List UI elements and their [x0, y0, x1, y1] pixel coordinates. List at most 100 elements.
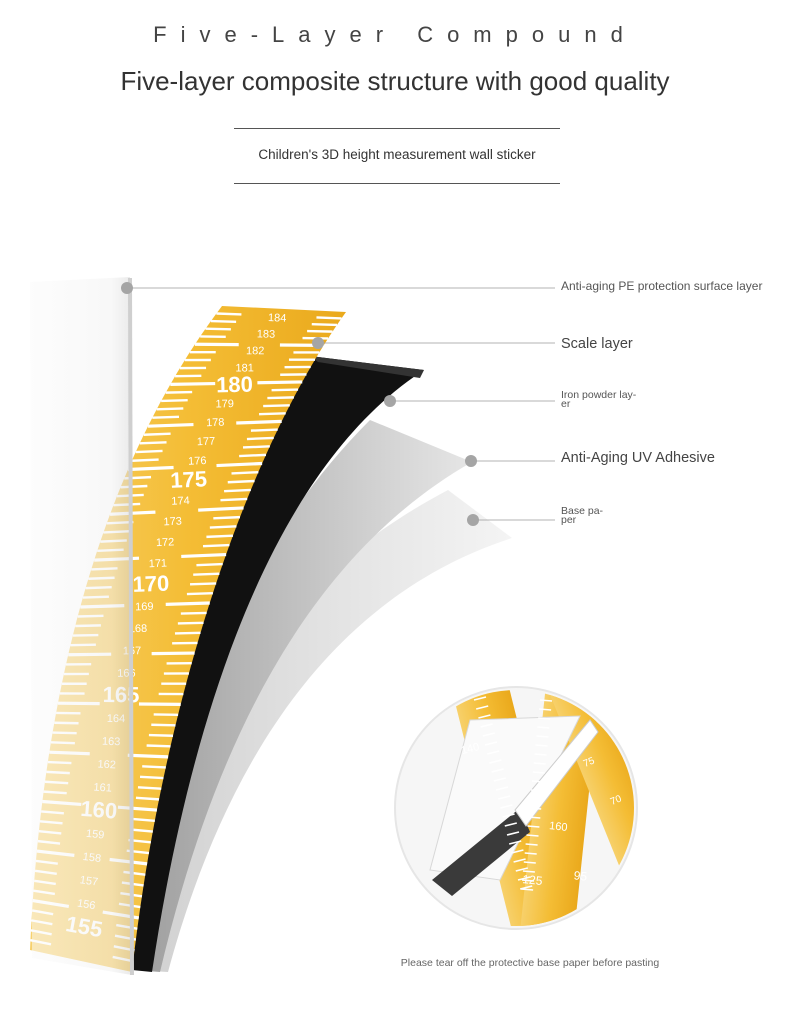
scale-tick	[152, 415, 180, 419]
spaced-title: Five-Layer Compound	[153, 22, 637, 47]
ruler-minor-number: 174	[171, 495, 190, 508]
label-iron-powder-line2: er	[561, 398, 571, 410]
scale-tick	[210, 319, 237, 324]
layer-marker-dot	[465, 455, 477, 467]
scale-tick	[143, 432, 171, 436]
scale-tick	[206, 534, 233, 539]
scale-tick	[151, 723, 176, 727]
scale-tick	[127, 465, 174, 472]
ruler-major-number: 170	[132, 571, 170, 597]
scale-tick	[213, 515, 241, 520]
scale-tick	[196, 562, 223, 567]
scale-tick	[174, 631, 201, 635]
layer-marker-dot	[312, 337, 324, 349]
scale-tick	[146, 744, 171, 748]
ruler-minor-number: 173	[163, 515, 182, 528]
label-base-paper: Base pa- per	[561, 505, 604, 526]
scale-tick	[198, 506, 244, 512]
main-heading: Five-layer composite structure with good…	[120, 66, 670, 96]
scale-tick	[161, 399, 188, 403]
scale-tick	[267, 396, 294, 400]
detail-number: 160	[549, 820, 569, 834]
scale-tick	[271, 388, 299, 392]
scale-tick	[227, 479, 255, 484]
scale-tick	[242, 445, 270, 449]
scale-tick	[177, 621, 204, 625]
ruler-minor-number: 177	[197, 436, 216, 449]
label-scale-layer: Scale layer	[561, 336, 633, 352]
detail-number: 125	[522, 872, 544, 888]
label-base-paper-line2: per	[561, 514, 577, 526]
ruler-minor-number: 178	[206, 417, 225, 430]
scale-tick	[311, 322, 338, 327]
layer-marker-dot	[121, 282, 133, 294]
scale-tick	[147, 422, 194, 428]
ruler-minor-number: 176	[188, 455, 207, 468]
scale-tick	[231, 471, 259, 475]
scale-tick	[316, 316, 342, 320]
label-iron-powder-line1: Iron powder lay-	[561, 389, 637, 401]
scale-tick	[137, 786, 162, 790]
scale-tick	[170, 381, 216, 386]
scale-tick	[189, 582, 217, 586]
detail-numbers: 140 160 125 95 75 70	[460, 741, 624, 888]
top-rule	[234, 128, 560, 129]
label-uv-adhesive: Anti-Aging UV Adhesive	[561, 450, 715, 466]
scale-tick	[259, 412, 286, 416]
scale-tick	[209, 525, 237, 529]
detail-number: 75	[582, 755, 597, 770]
label-base-paper-line1: Base pa-	[561, 505, 604, 517]
label-iron-powder: Iron powder lay- er	[561, 389, 637, 410]
detail-number: 140	[460, 741, 481, 757]
ruler-minor-number: 171	[148, 558, 167, 571]
pe-protection-layer	[30, 277, 132, 975]
scale-tick	[239, 453, 267, 458]
scale-tick	[142, 765, 166, 769]
ruler-major-number: 175	[170, 466, 208, 493]
scale-tick	[216, 312, 242, 316]
scale-tick	[131, 458, 159, 462]
ruler-minor-number: 184	[268, 312, 287, 325]
scale-tick	[139, 441, 167, 445]
scale-tick	[148, 733, 174, 737]
scale-tick	[131, 817, 155, 822]
ruler-minor-number: 183	[257, 328, 276, 340]
scale-tick	[236, 419, 282, 425]
scale-tick	[130, 828, 153, 833]
scale-tick	[180, 611, 207, 615]
scale-tick	[139, 775, 164, 780]
scale-tick	[151, 651, 195, 656]
ruler-minor-number: 168	[129, 623, 148, 635]
ruler-minor-number: 169	[135, 601, 154, 614]
scale-tick	[202, 543, 230, 548]
detail-number: 95	[573, 868, 588, 883]
scale-tick	[216, 461, 263, 468]
scale-tick	[165, 601, 210, 606]
label-pe-protection: Anti-aging PE protection surface layer	[561, 279, 763, 293]
scale-tick	[205, 327, 231, 331]
scale-tick	[193, 572, 220, 576]
scale-tick	[224, 488, 251, 493]
scale-tick	[186, 591, 213, 596]
scale-tick	[156, 407, 184, 411]
layer-marker-dot	[384, 395, 396, 407]
scale-tick	[127, 753, 169, 759]
scale-tick	[246, 436, 274, 441]
tear-off-caption: Please tear off the protective base pape…	[400, 957, 660, 969]
scale-tick	[250, 428, 278, 432]
scale-tick	[135, 449, 163, 454]
scale-tick	[307, 329, 333, 333]
subtitle: Children's 3D height measurement wall st…	[258, 147, 536, 162]
ruler-major-number: 180	[216, 372, 253, 398]
scale-tick	[165, 390, 193, 394]
bottom-rule	[234, 183, 560, 184]
ruler-minor-number: 182	[246, 345, 264, 357]
detail-number: 70	[609, 793, 624, 808]
layer-marker-dot	[467, 514, 479, 526]
ruler-minor-number: 172	[156, 536, 175, 549]
scale-tick	[181, 552, 227, 559]
scale-tick	[263, 404, 290, 408]
scale-tick	[257, 380, 303, 385]
scale-tick	[220, 497, 248, 502]
